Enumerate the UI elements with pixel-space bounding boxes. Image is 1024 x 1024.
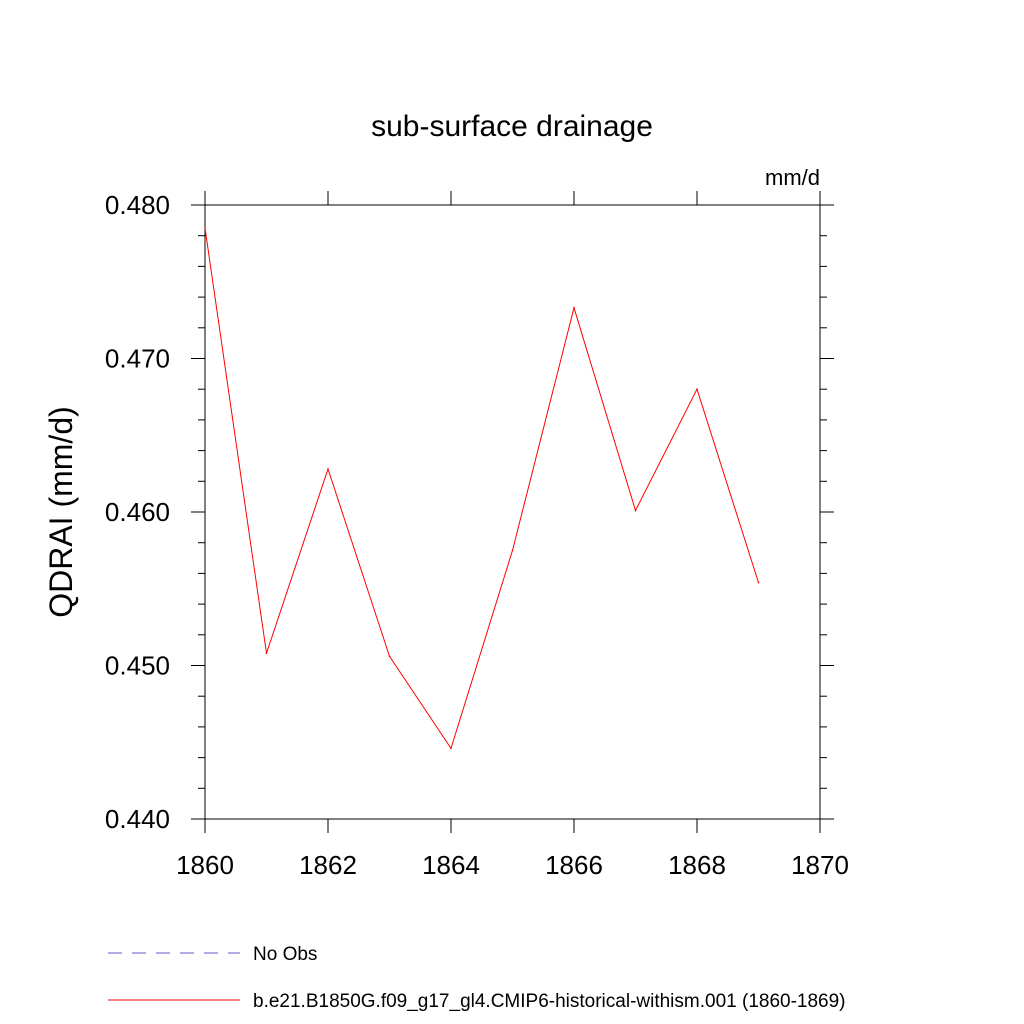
data-point bbox=[757, 581, 760, 584]
x-axis-tick-labels: 1860 1862 1864 1866 1868 1870 bbox=[176, 850, 849, 880]
x-tick-label: 1860 bbox=[176, 850, 234, 880]
y-tick-label: 0.470 bbox=[105, 344, 170, 374]
x-tick-label: 1866 bbox=[545, 850, 603, 880]
data-point bbox=[265, 652, 268, 655]
data-point bbox=[450, 747, 452, 750]
y-tick-label: 0.460 bbox=[105, 497, 170, 527]
y-tick-label: 0.450 bbox=[105, 651, 170, 681]
x-tick-label: 1868 bbox=[668, 850, 726, 880]
units-label: mm/d bbox=[765, 165, 820, 190]
data-point bbox=[388, 655, 391, 658]
series-line-1 bbox=[204, 227, 759, 750]
y-tick-label: 0.440 bbox=[105, 804, 170, 834]
data-point bbox=[327, 468, 329, 470]
data-point bbox=[696, 388, 698, 391]
legend-label: b.e21.B1850G.f09_g17_gl4.CMIP6-historica… bbox=[253, 991, 846, 1012]
series-layer bbox=[204, 227, 760, 750]
y-axis-ticks bbox=[191, 204, 834, 820]
legend: No Obs b.e21.B1850G.f09_g17_gl4.CMIP6-his… bbox=[108, 944, 846, 1012]
data-point bbox=[204, 227, 206, 229]
y-axis-tick-labels: 0.440 0.450 0.460 0.470 0.480 bbox=[105, 190, 170, 834]
x-axis-ticks bbox=[204, 191, 821, 833]
plot-frame bbox=[204, 204, 821, 820]
data-point bbox=[511, 549, 514, 552]
y-tick-label: 0.480 bbox=[105, 190, 170, 220]
data-point bbox=[634, 509, 637, 512]
legend-label: No Obs bbox=[253, 944, 317, 965]
x-tick-label: 1864 bbox=[422, 850, 480, 880]
chart-title: sub-surface drainage bbox=[371, 110, 653, 143]
x-tick-label: 1870 bbox=[791, 850, 849, 880]
x-tick-label: 1862 bbox=[299, 850, 357, 880]
y-axis-label: QDRAI (mm/d) bbox=[43, 406, 79, 618]
data-point bbox=[573, 307, 575, 309]
